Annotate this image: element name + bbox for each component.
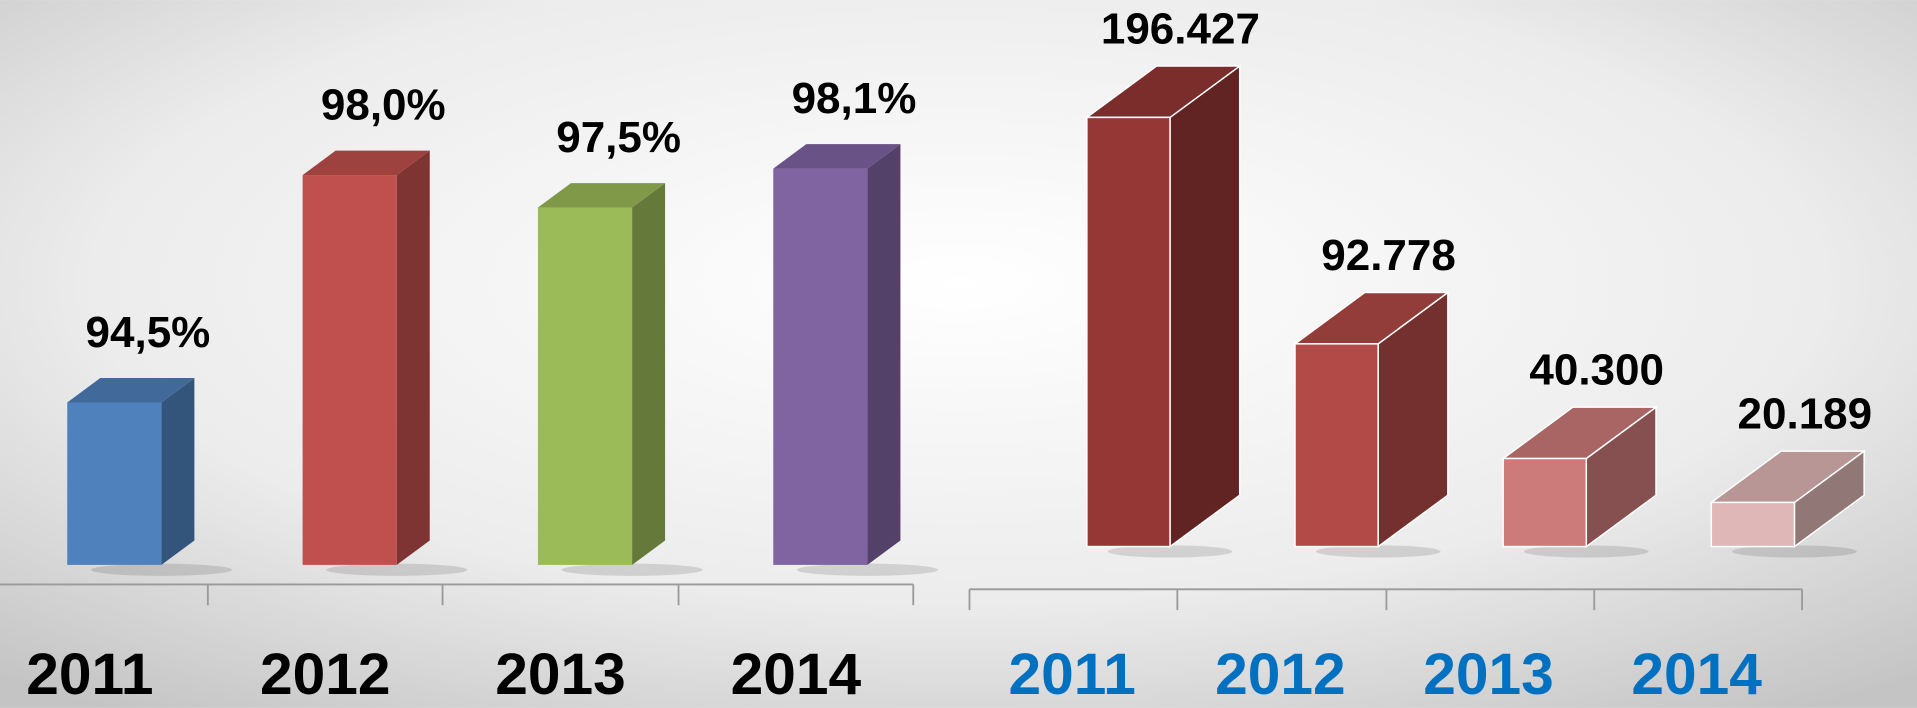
x-tick-label: 2014	[1631, 642, 1762, 707]
bar	[67, 402, 162, 565]
bar-shadow	[796, 563, 939, 576]
bar	[537, 207, 633, 565]
bar	[1710, 501, 1796, 548]
x-tick-label: 2014	[731, 642, 862, 707]
data-label: 98,1%	[792, 74, 917, 123]
x-tick-label: 2013	[495, 642, 626, 707]
data-label: 196.427	[1101, 4, 1260, 53]
bar-top	[537, 183, 666, 208]
bar	[302, 175, 397, 565]
bar-shadow	[326, 563, 468, 576]
data-label: 97,5%	[556, 113, 681, 162]
bar-shadow	[90, 563, 232, 576]
bar-side	[396, 150, 430, 565]
x-tick-label: 2011	[26, 642, 153, 707]
bar-top	[773, 144, 901, 169]
bar-shadow	[1107, 545, 1233, 558]
bar	[773, 168, 868, 565]
bar	[1502, 457, 1588, 548]
data-label: 20.189	[1738, 389, 1873, 438]
bar	[1294, 343, 1379, 548]
x-tick-label: 2013	[1423, 642, 1554, 707]
bar-shadow	[561, 563, 703, 576]
bar-side	[867, 144, 901, 565]
x-tick-label: 2011	[1009, 642, 1136, 707]
data-label: 98,0%	[321, 80, 446, 129]
data-label: 92.778	[1321, 231, 1456, 280]
bar-side	[1169, 64, 1241, 549]
bar	[1086, 116, 1171, 548]
x-tick-label: 2012	[1215, 642, 1346, 707]
bar-shadow	[1732, 545, 1857, 558]
data-label: 94,5%	[86, 308, 211, 357]
bar-top	[302, 150, 430, 176]
data-label: 40.300	[1529, 346, 1664, 395]
bar-side	[632, 183, 666, 565]
bar-shadow	[1315, 545, 1441, 558]
bar-side	[161, 378, 195, 565]
x-tick-label: 2012	[260, 642, 391, 707]
bar-shadow	[1523, 545, 1649, 558]
bar-top	[67, 378, 195, 403]
